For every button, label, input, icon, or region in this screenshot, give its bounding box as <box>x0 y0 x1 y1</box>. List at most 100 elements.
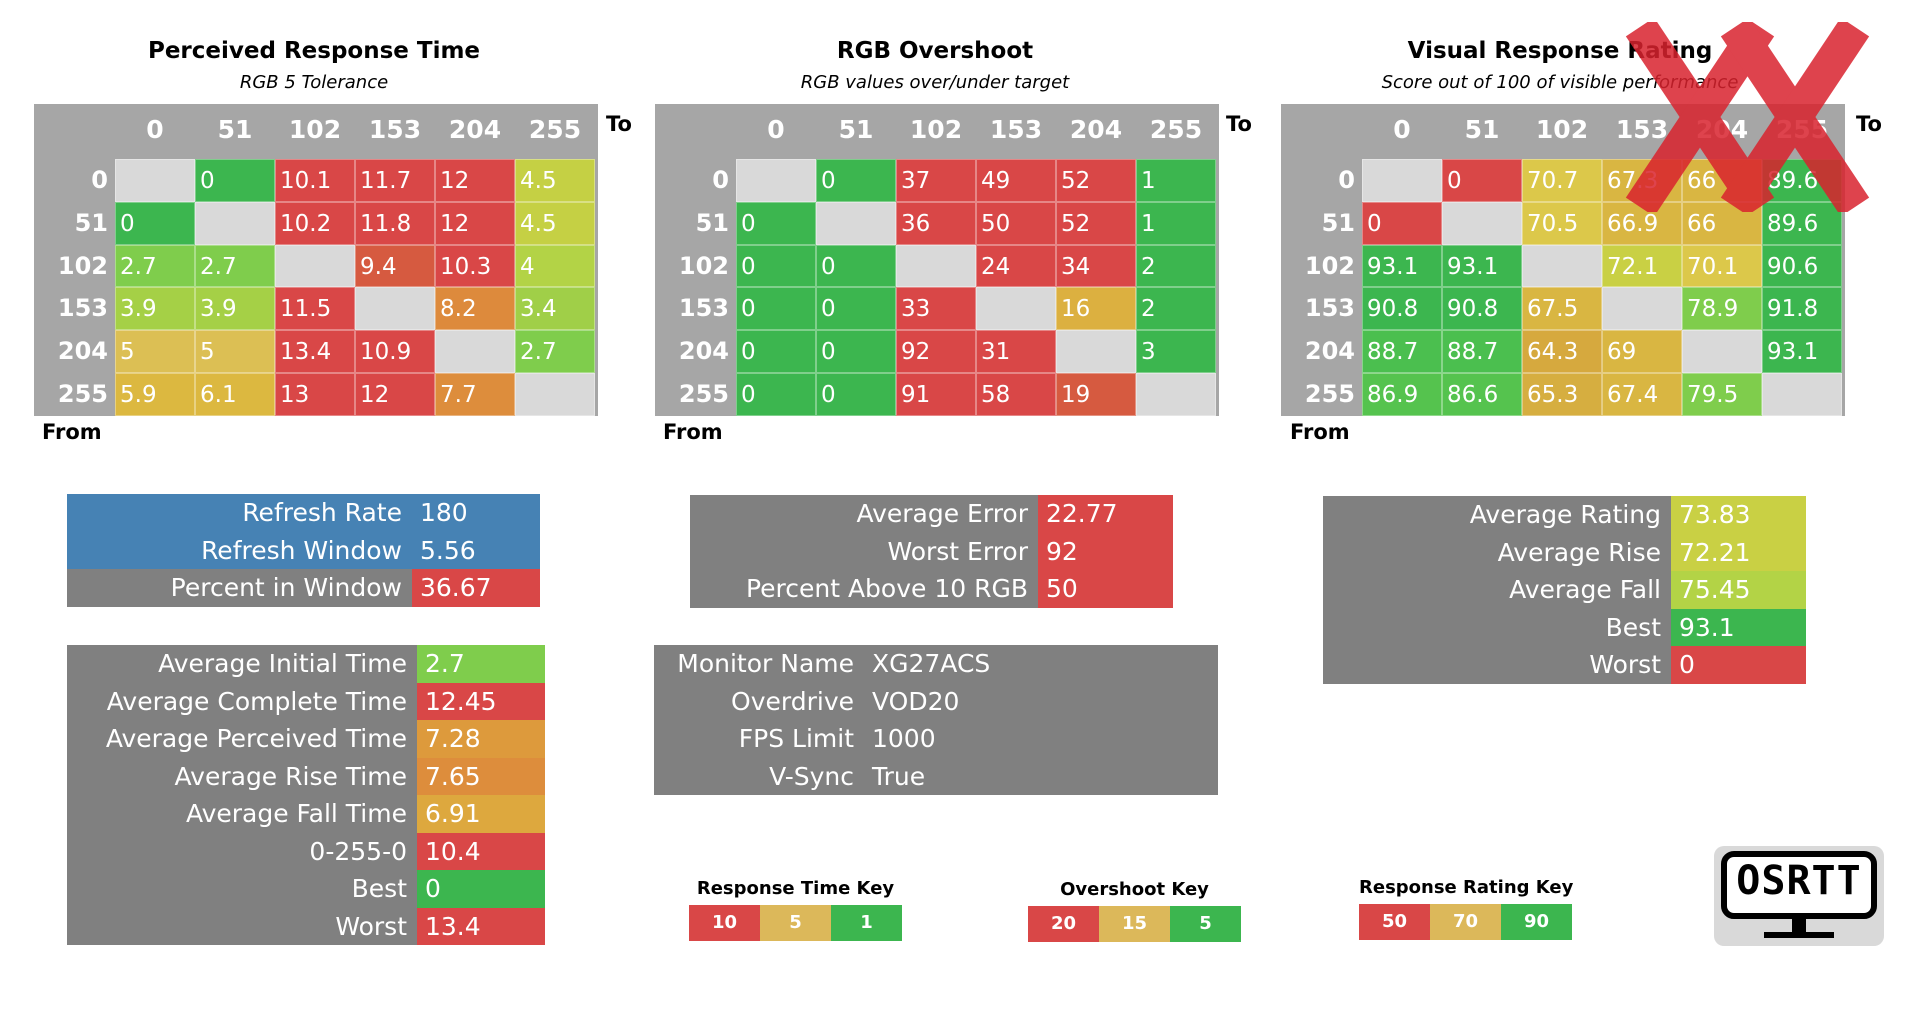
heatmap-cell: 11.8 <box>355 201 435 245</box>
key-title: Response Time Key <box>696 878 895 899</box>
heatmap-cell <box>1602 287 1682 331</box>
stat-value: 72.21 <box>1671 533 1806 571</box>
heatmap-cell: 65.3 <box>1522 373 1602 416</box>
stat-row: Average Fall 75.45 <box>1323 571 1806 609</box>
stat-value: 6.91 <box>417 795 545 833</box>
heatmap-cell: 0 <box>816 244 896 288</box>
heatmap-cell: 5 <box>115 330 195 373</box>
heatmap-cell: 19 <box>1056 373 1136 416</box>
stat-row: Worst 0 <box>1323 646 1806 684</box>
heatmap-cell: 0 <box>816 373 896 416</box>
rating-stats-table: Average Rating 73.83 Average Rise 72.21 Aver… <box>1323 496 1806 684</box>
heatmap-cell: 0 <box>115 201 195 245</box>
stat-label: Average Perceived Time <box>67 720 417 758</box>
heatmap-cell: 4.5 <box>515 159 595 202</box>
stat-value: 10.4 <box>417 832 545 870</box>
row-header-153: 153 <box>57 294 108 323</box>
stat-label: Refresh Rate <box>67 494 412 532</box>
stat-row: Best 93.1 <box>1323 608 1806 646</box>
to-axis-label: To <box>1226 112 1252 136</box>
heatmap-cell: 90.8 <box>1362 287 1442 331</box>
key-swatches: 20 15 5 <box>1028 906 1241 942</box>
heatmap-cell: 66.9 <box>1602 201 1682 245</box>
heatmap-cell: 16 <box>1056 287 1136 331</box>
monitor-logo-icon <box>1721 851 1877 938</box>
stat-row: Worst 13.4 <box>67 907 545 945</box>
overshoot-heatmap: 0 51 102 153 204 255 0 0 37 49 52 1 51 0 36 50 52 1 102 0 0 2… <box>655 104 1219 416</box>
heatmap-cell: 7.7 <box>435 373 515 416</box>
heatmap-cell <box>896 244 976 288</box>
column-header-51: 51 <box>217 115 253 144</box>
stat-value: 5.56 <box>412 531 540 569</box>
heatmap-cell: 93.1 <box>1362 244 1442 288</box>
column-header-51: 51 <box>838 115 874 144</box>
stat-row: FPS Limit 1000 <box>654 720 1218 758</box>
stat-value: 7.28 <box>417 720 545 758</box>
heatmap-cell: 11.7 <box>355 159 435 202</box>
heatmap-cell: 13 <box>275 373 355 416</box>
stat-row: Average Perceived Time 7.28 <box>67 720 545 758</box>
stat-label: Average Rise Time <box>67 757 417 795</box>
column-header-51: 51 <box>1464 115 1500 144</box>
panel-title-response-time: Perceived Response Time <box>147 38 481 64</box>
key-title: Overshoot Key <box>1060 879 1209 900</box>
stat-label: Best <box>1323 608 1671 646</box>
stat-value: 75.45 <box>1671 571 1806 609</box>
stat-row: Average Complete Time 12.45 <box>67 682 545 720</box>
stat-row: Average Rating 73.83 <box>1323 496 1806 534</box>
heatmap-cell: 52 <box>1056 201 1136 245</box>
stat-value: 50 <box>1038 570 1173 608</box>
key-title: Response Rating Key <box>1359 877 1574 898</box>
stat-row: Refresh Window 5.56 <box>67 531 540 569</box>
key-swatch: 50 <box>1359 904 1430 940</box>
stat-label: 0-255-0 <box>67 832 417 870</box>
heatmap-cell: 0 <box>736 373 816 416</box>
panel-title-overshoot: RGB Overshoot <box>836 38 1034 64</box>
heatmap-cell: 0 <box>736 330 816 373</box>
key-swatch: 15 <box>1099 906 1170 942</box>
stat-value: 12.45 <box>417 682 545 720</box>
heatmap-cell <box>195 201 275 245</box>
heatmap-cell: 0 <box>1442 159 1522 202</box>
heatmap-cell: 70.5 <box>1522 201 1602 245</box>
heatmap-cell <box>435 330 515 373</box>
heatmap-cell: 12 <box>435 201 515 245</box>
from-axis-label: From <box>1290 420 1350 444</box>
heatmap-cell: 4 <box>515 244 595 288</box>
heatmap-cell <box>515 373 595 416</box>
key-swatches: 50 70 90 <box>1359 904 1573 940</box>
stat-label: Average Rating <box>1323 496 1671 534</box>
row-header-0: 0 <box>712 166 729 194</box>
heatmap-cell: 12 <box>355 373 435 416</box>
heatmap-cell: 3 <box>1136 330 1216 373</box>
stat-label: Average Complete Time <box>67 682 417 720</box>
heatmap-cell: 5 <box>195 330 275 373</box>
row-header-0: 0 <box>91 166 108 194</box>
stat-label: Average Initial Time <box>67 645 417 683</box>
stat-value: 36.67 <box>412 569 540 607</box>
heatmap-cell: 91.8 <box>1762 287 1842 331</box>
panel-subtitle-response-time: RGB 5 Tolerance <box>239 72 389 93</box>
stat-value: True <box>864 757 1218 795</box>
row-header-204: 204 <box>678 337 729 366</box>
column-header-255: 255 <box>528 115 582 144</box>
stat-row: Monitor Name XG27ACS <box>654 645 1218 683</box>
panel-subtitle-overshoot: RGB values over/under target <box>800 72 1070 93</box>
heatmap-cell <box>1056 330 1136 373</box>
heatmap-cell: 3.9 <box>195 287 275 331</box>
stat-value: 180 <box>412 494 540 532</box>
stat-row: Percent Above 10 RGB 50 <box>690 570 1173 608</box>
stat-value: VOD20 <box>864 682 1218 720</box>
heatmap-cell: 2 <box>1136 287 1216 331</box>
stat-row: Average Fall Time 6.91 <box>67 795 545 833</box>
row-header-204: 204 <box>1304 337 1355 366</box>
heatmap-cell: 34 <box>1056 244 1136 288</box>
stat-value: 93.1 <box>1671 608 1806 646</box>
stat-value: 0 <box>1671 646 1806 684</box>
key-swatch: 90 <box>1501 904 1572 940</box>
stat-value: 92 <box>1038 532 1173 570</box>
stat-value: 1000 <box>864 720 1218 758</box>
heatmap-cell: 0 <box>736 201 816 245</box>
stat-row: Average Rise Time 7.65 <box>67 757 545 795</box>
column-header-102: 102 <box>288 115 342 144</box>
